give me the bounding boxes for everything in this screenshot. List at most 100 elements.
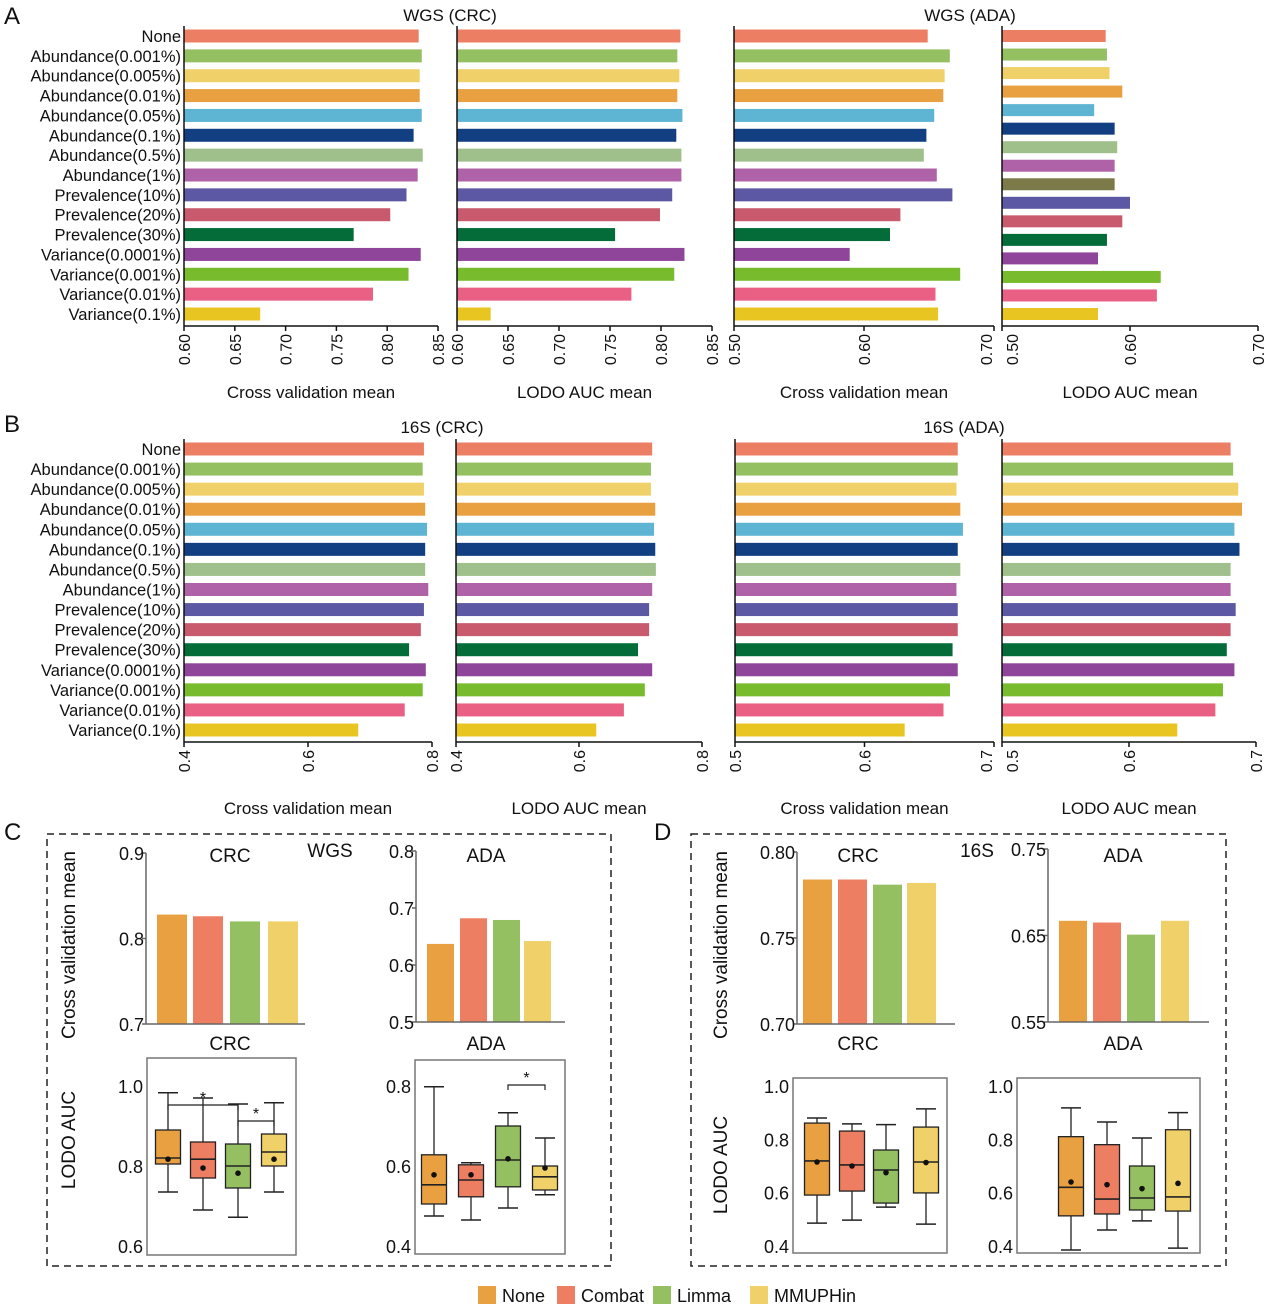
bar <box>184 69 420 83</box>
tick-label: 0.70 <box>1251 334 1268 365</box>
bar <box>1002 67 1110 80</box>
tick-label: 0.5 <box>389 1013 414 1033</box>
panel-label-C: C <box>4 819 21 846</box>
mean-point <box>1068 1179 1074 1185</box>
tick-label: 1.0 <box>988 1077 1013 1097</box>
bar <box>1002 178 1115 191</box>
bar <box>184 208 391 222</box>
bar <box>456 482 651 496</box>
bar <box>735 502 961 516</box>
bar <box>184 188 407 202</box>
bar-chart-C1 <box>142 852 305 1025</box>
iqr-box <box>872 1149 900 1204</box>
bar <box>734 307 939 321</box>
plot-frame <box>414 1059 566 1255</box>
bar-none <box>1059 920 1087 1022</box>
legend-swatch <box>750 1286 768 1304</box>
tick-label: 0.80 <box>654 334 671 365</box>
bar <box>184 442 424 456</box>
bar <box>457 287 632 301</box>
bar <box>735 723 905 737</box>
bar <box>1002 85 1123 98</box>
box-none <box>803 1117 831 1224</box>
tick-label: 0.70 <box>279 334 296 365</box>
bar <box>1002 215 1123 228</box>
tick-label: 0.6 <box>301 750 318 772</box>
bar <box>457 188 673 202</box>
bar-chart-D2 <box>1044 848 1209 1023</box>
bar <box>184 583 429 596</box>
x-axis-label: Cross validation mean <box>780 383 948 402</box>
bar-limma <box>230 921 260 1024</box>
bar <box>1002 562 1231 576</box>
bar <box>1002 583 1231 596</box>
chart-title: ADA <box>1103 1034 1142 1055</box>
bar <box>457 307 491 321</box>
category-label: Abundance(0.005%) <box>31 68 181 86</box>
iqr-box <box>1164 1129 1192 1212</box>
hbar-chart-B4 <box>1001 439 1257 747</box>
box-combat <box>189 1097 217 1211</box>
bar <box>735 623 958 637</box>
significance-star: * <box>253 1106 259 1123</box>
bar-chart-D1 <box>793 851 955 1025</box>
y-axis-label: Cross validation mean <box>711 851 732 1039</box>
chart-title: ADA <box>466 846 505 867</box>
tick-label: 0.8 <box>119 930 144 950</box>
mean-point <box>505 1156 511 1162</box>
bar <box>1002 723 1178 737</box>
mean-point <box>200 1165 206 1171</box>
bar <box>457 168 682 182</box>
bar <box>734 29 928 43</box>
box-chart-C3 <box>146 1057 297 1256</box>
category-label: Prevalence(20%) <box>54 207 181 225</box>
x-axis-label: LODO AUC mean <box>1061 799 1196 818</box>
iqr-box <box>420 1154 448 1205</box>
bar <box>184 89 420 103</box>
box-mmuphin <box>260 1102 288 1193</box>
category-label: Abundance(0.05%) <box>40 107 181 125</box>
bar <box>735 562 961 576</box>
bar <box>184 663 426 677</box>
box-chart-D4 <box>1016 1077 1201 1254</box>
category-label: Variance(0.0001%) <box>41 662 181 680</box>
bar-mmuphin <box>1161 920 1189 1022</box>
iqr-box <box>803 1122 831 1196</box>
x-axis-label: LODO AUC mean <box>511 799 646 818</box>
tick-label: 0.6 <box>988 1184 1013 1204</box>
legend-swatch <box>557 1286 575 1304</box>
tick-label: 0.50 <box>1005 334 1022 365</box>
bar <box>1002 252 1098 265</box>
bar <box>735 703 944 717</box>
box-mmuphin <box>531 1137 559 1196</box>
bar <box>735 643 953 657</box>
bar <box>184 148 423 162</box>
bar <box>735 522 963 536</box>
iqr-box <box>457 1164 485 1198</box>
bar <box>735 542 958 556</box>
tick-label: 0.6 <box>386 1157 411 1177</box>
y-axis-label: LODO AUC <box>59 1091 80 1189</box>
tick-label: 0.6 <box>764 1184 789 1204</box>
bar <box>184 29 419 43</box>
bar <box>1002 289 1157 302</box>
bar <box>184 643 410 657</box>
bar <box>1002 48 1107 61</box>
chart-title: CRC <box>837 1034 878 1055</box>
tick-label: 0.9 <box>119 844 144 864</box>
group-title: WGS (ADA) <box>924 6 1016 25</box>
mean-point <box>849 1163 855 1169</box>
bar-chart-C2 <box>412 850 565 1023</box>
bar <box>457 247 685 261</box>
legend-swatch <box>653 1286 671 1304</box>
tick-label: 0.80 <box>760 843 795 863</box>
tick-label: 0.70 <box>760 1015 795 1035</box>
category-label: Abundance(0.01%) <box>40 88 181 106</box>
legend-label: MMUPHin <box>774 1286 856 1306</box>
box-combat <box>1093 1121 1121 1231</box>
category-label: Variance(0.01%) <box>59 702 181 720</box>
x-axis-label: Cross validation mean <box>227 383 395 402</box>
chart-title: CRC <box>209 1034 250 1055</box>
bar <box>1002 623 1231 637</box>
chart-title: ADA <box>466 1034 505 1055</box>
